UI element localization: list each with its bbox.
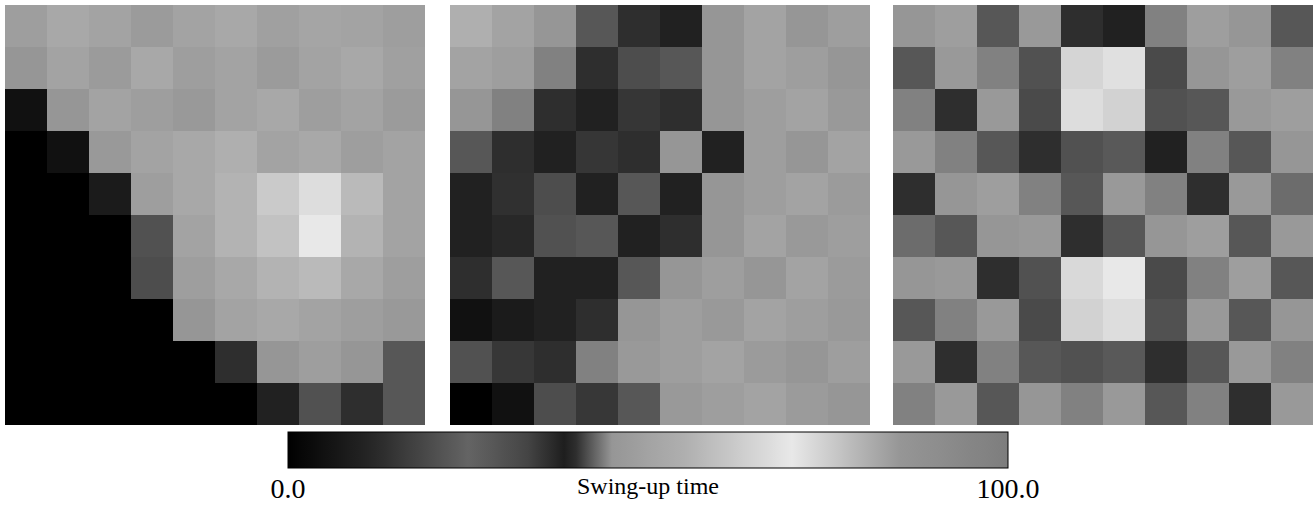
svg-text:Swing-up time: Swing-up time xyxy=(577,473,719,499)
svg-text:0.0: 0.0 xyxy=(271,473,306,504)
svg-text:100.0: 100.0 xyxy=(977,473,1040,504)
